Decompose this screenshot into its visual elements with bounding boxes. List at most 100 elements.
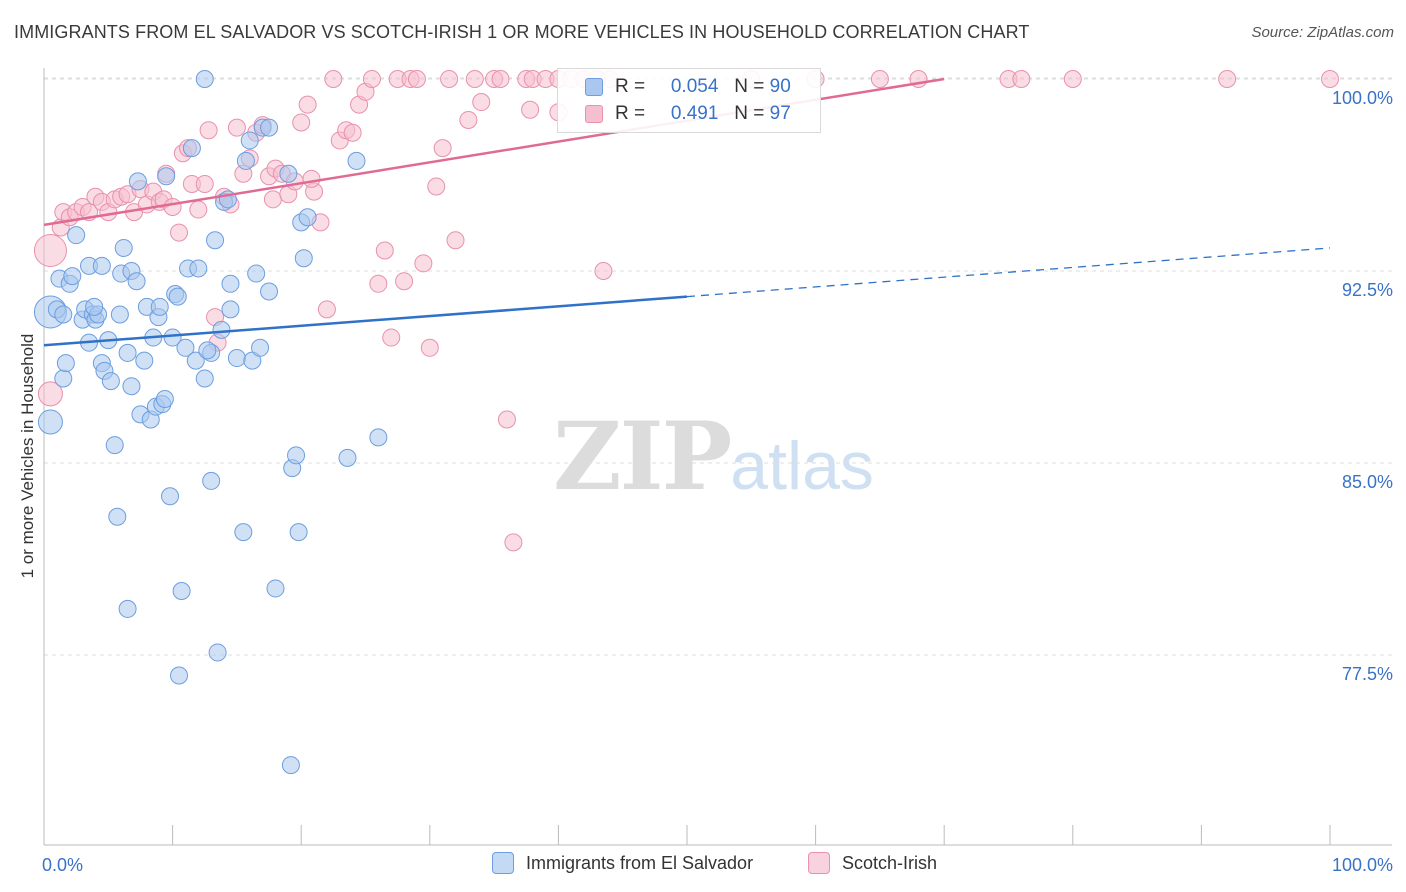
el-salvador-point [294, 249, 313, 268]
el-salvador-point [170, 666, 189, 685]
el-salvador-point [281, 756, 300, 775]
el-salvador-point [85, 297, 104, 316]
scotch-irish-point [362, 70, 381, 88]
el-salvador-point [108, 507, 127, 526]
scotch-irish-point [1063, 70, 1082, 88]
el-salvador-point [338, 448, 357, 467]
el-salvador-point [236, 151, 255, 170]
scotch-irish-point [504, 533, 523, 552]
n-label: N = [734, 103, 765, 124]
scotch-irish-point [420, 338, 439, 357]
scotch-irish-point [33, 234, 67, 268]
r-label: R = [615, 103, 646, 124]
el-salvador-point [67, 226, 86, 245]
scotch-irish-point [375, 241, 394, 260]
el-salvador-point [260, 282, 279, 301]
scotch-irish-point [459, 110, 478, 129]
legend-item-scotch-irish[interactable]: Scotch-Irish [808, 852, 937, 874]
el-salvador-point [150, 297, 169, 316]
scotch-irish-point [440, 70, 459, 88]
el-salvador-point [161, 487, 180, 506]
el-salvador-point [101, 372, 120, 391]
scotch-irish-point [1321, 70, 1339, 88]
el-salvador-point [176, 338, 195, 357]
el-salvador-point [195, 70, 214, 88]
n-value: 90 [769, 76, 791, 97]
el-salvador-point [56, 354, 75, 373]
x-tick-label: 100.0% [1332, 855, 1393, 875]
scotch-irish-point [465, 70, 484, 88]
scotch-irish-point [298, 95, 317, 114]
scotch-irish-point [317, 300, 336, 319]
el-salvador-swatch [585, 78, 603, 96]
el-salvador-point [157, 167, 176, 186]
scotch-irish-point [491, 70, 510, 88]
n-value: 97 [769, 103, 791, 124]
r-value: 0.054 [670, 76, 719, 97]
scotch-irish-point [189, 200, 208, 219]
n-label: N = [734, 76, 765, 97]
el-salvador-point [247, 264, 266, 283]
el-salvador-point [118, 343, 137, 362]
scotch-irish-point [427, 177, 446, 196]
chart-title: IMMIGRANTS FROM EL SALVADOR VS SCOTCH-IR… [14, 22, 1030, 42]
scotch-irish-point [1012, 70, 1031, 88]
el-salvador-point [110, 305, 129, 324]
scotch-irish-point [163, 198, 182, 216]
legend-label: Scotch-Irish [842, 852, 938, 873]
scotch-irish-point [343, 123, 362, 142]
scotch-irish-point [497, 410, 516, 429]
scotch-irish-point [395, 272, 414, 291]
stats-legend: R = 0.054 N = 90 R = 0.491 N = 97 [557, 68, 821, 133]
scotch-irish-point [594, 262, 613, 280]
el-salvador-point [227, 349, 246, 368]
scotch-irish-point [302, 169, 321, 188]
el-salvador-point [289, 523, 308, 542]
legend-label: Immigrants from El Salvador [526, 852, 754, 873]
el-salvador-point [347, 151, 366, 170]
y-tick-label: 85.0% [1342, 472, 1393, 492]
el-salvador-point [37, 409, 63, 435]
el-salvador-point [63, 267, 82, 286]
scotch-irish-point [407, 70, 426, 88]
el-salvador-point [279, 164, 298, 183]
el-salvador-point [155, 390, 174, 408]
x-tick-label: 0.0% [42, 855, 83, 875]
el-salvador-point [198, 341, 217, 360]
scotch-irish-point [446, 231, 465, 250]
stats-row-el-salvador: R = 0.054 N = 90 [558, 74, 791, 100]
el-salvador-point [127, 272, 146, 291]
scotch-irish-point [292, 113, 311, 132]
scotch-irish-swatch [585, 105, 603, 123]
el-salvador-point [202, 471, 221, 490]
el-salvador-point [92, 256, 111, 275]
el-salvador-point [122, 377, 141, 396]
el-salvador-point [163, 328, 182, 347]
el-salvador-point [182, 139, 201, 158]
el-salvador-point [105, 436, 124, 455]
scotch-irish-point [433, 139, 452, 158]
legend-item-el-salvador[interactable]: Immigrants from El Salvador [492, 852, 753, 874]
scotch-irish-point [199, 121, 218, 140]
scotch-irish-point [195, 174, 214, 193]
legend-swatch-pink [808, 852, 830, 874]
el-salvador-point [168, 287, 187, 306]
el-salvador-point [206, 231, 225, 250]
scotch-irish-point [521, 100, 540, 119]
el-salvador-point [260, 118, 279, 137]
y-tick-label: 92.5% [1342, 280, 1393, 300]
el-salvador-point [234, 523, 253, 542]
el-salvador-point [369, 428, 388, 447]
scotch-irish-point [382, 328, 401, 347]
el-salvador-point [172, 582, 191, 600]
el-salvador-point [298, 208, 317, 227]
el-salvador-point [114, 238, 133, 257]
watermark: ZIPatlas [553, 402, 874, 512]
scotch-irish-point [37, 381, 63, 407]
scotch-irish-point [227, 118, 246, 137]
el-salvador-point [54, 369, 73, 388]
el-salvador-point [221, 274, 240, 293]
el-salvador-point [287, 446, 306, 465]
el-salvador-point [266, 579, 285, 598]
